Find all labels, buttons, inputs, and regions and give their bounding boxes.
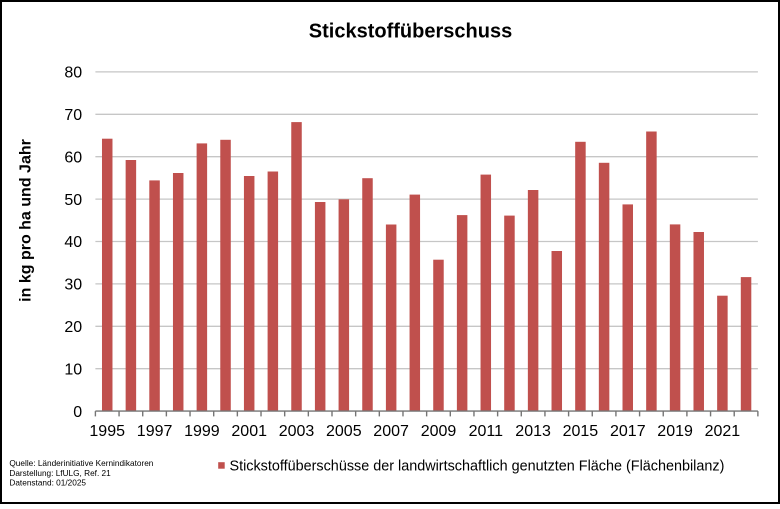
svg-text:in kg pro ha und Jahr: in kg pro ha und Jahr [17,139,34,302]
svg-text:Darstellung: LfULG, Ref. 21: Darstellung: LfULG, Ref. 21 [9,469,111,478]
svg-text:1995: 1995 [89,423,125,440]
svg-text:2021: 2021 [705,423,741,440]
svg-text:2005: 2005 [326,423,362,440]
svg-text:Datenstand: 01/2025: Datenstand: 01/2025 [9,478,86,487]
svg-text:0: 0 [73,404,82,421]
svg-text:Stickstoffüberschüsse der land: Stickstoffüberschüsse der landwirtschaft… [230,458,725,474]
svg-text:2001: 2001 [231,423,267,440]
svg-text:2007: 2007 [373,423,409,440]
svg-text:Quelle: Länderinitiative Kerni: Quelle: Länderinitiative Kernindikatoren [9,459,153,468]
svg-text:2019: 2019 [657,423,693,440]
svg-text:40: 40 [64,234,82,251]
svg-text:Stickstoffüberschuss: Stickstoffüberschuss [309,20,512,42]
svg-text:2003: 2003 [279,423,315,440]
svg-text:1999: 1999 [184,423,220,440]
svg-text:10: 10 [64,361,82,378]
svg-text:30: 30 [64,277,82,294]
svg-text:2011: 2011 [469,423,504,440]
svg-text:2017: 2017 [610,423,646,440]
svg-text:2015: 2015 [563,423,599,440]
svg-text:20: 20 [64,319,82,336]
svg-text:70: 70 [64,107,82,124]
svg-text:1997: 1997 [137,423,173,440]
svg-text:60: 60 [64,149,82,166]
svg-text:2009: 2009 [421,423,457,440]
svg-text:80: 80 [64,65,82,82]
svg-text:50: 50 [64,192,82,209]
svg-text:2013: 2013 [515,423,551,440]
